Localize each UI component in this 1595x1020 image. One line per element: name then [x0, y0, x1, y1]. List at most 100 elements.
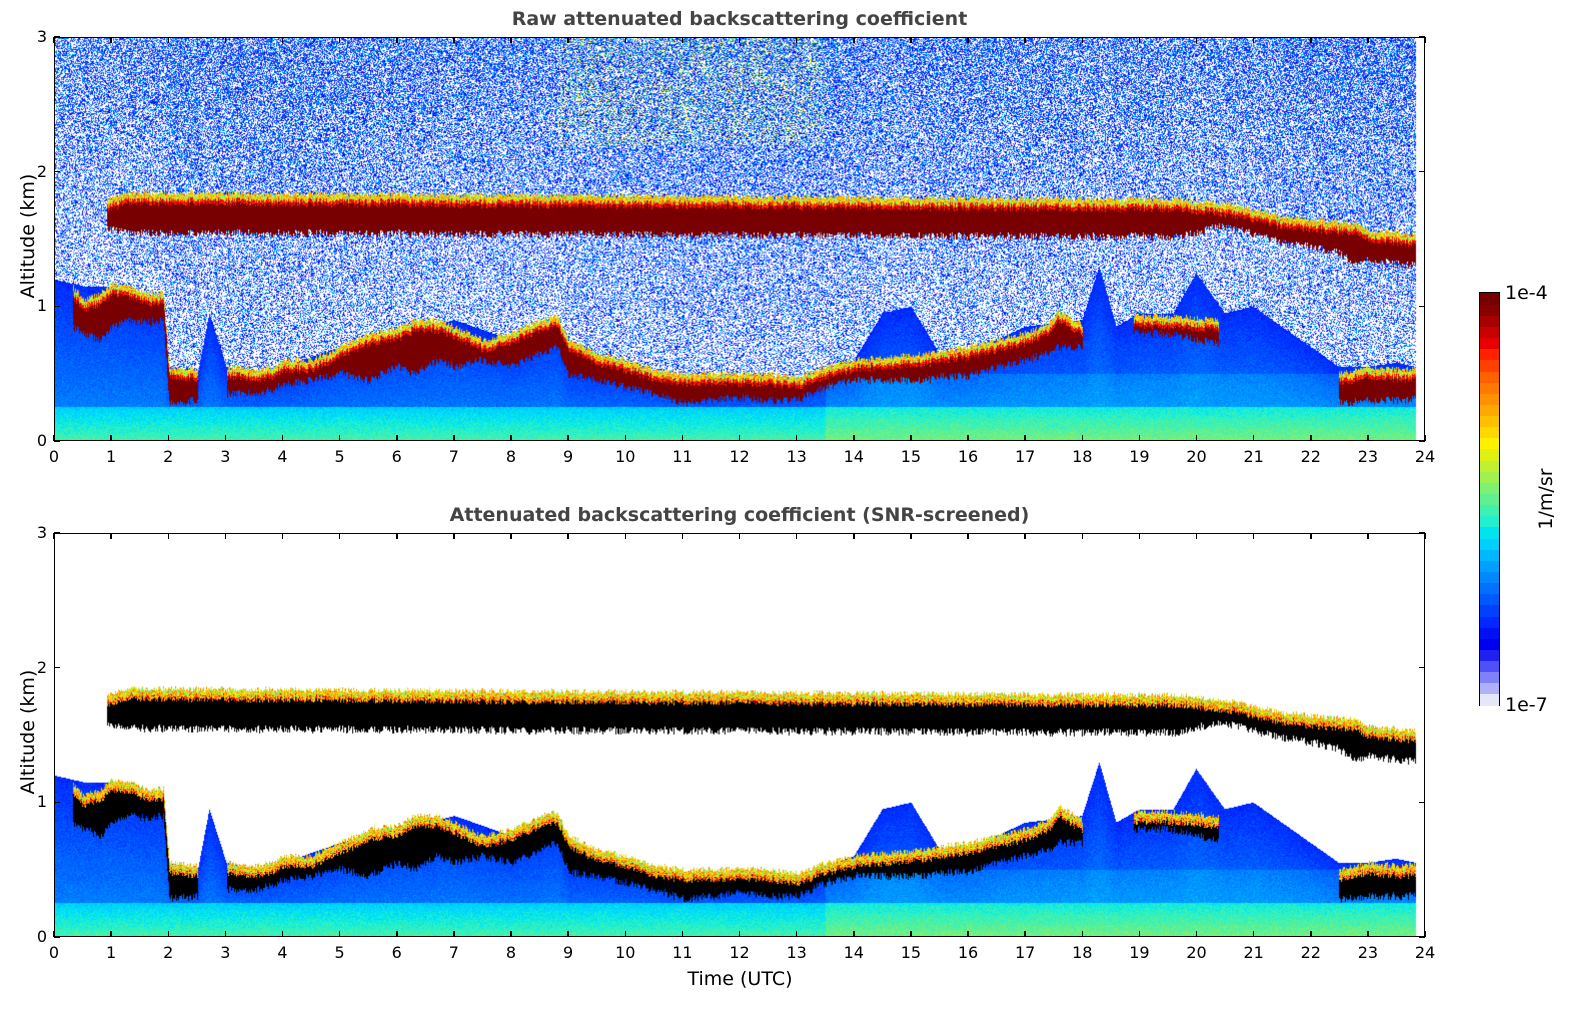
colorbar-segment — [1480, 382, 1499, 394]
xtick-mark — [53, 533, 55, 539]
xtick-mark — [1424, 533, 1426, 539]
xtick-label: 15 — [900, 447, 922, 466]
xtick-label: 9 — [563, 447, 574, 466]
xtick-mark — [281, 37, 284, 43]
xtick-label: 5 — [334, 447, 345, 466]
ytick-mark — [1419, 666, 1425, 669]
xtick-label: 20 — [1186, 943, 1207, 962]
xtick-mark — [795, 533, 798, 539]
xtick-mark — [338, 435, 341, 441]
colorbar-segment — [1480, 426, 1499, 439]
colorbar-segment — [1480, 471, 1499, 483]
colorbar-segment — [1480, 627, 1499, 639]
xtick-label: 6 — [391, 447, 402, 466]
xtick-mark — [795, 435, 798, 441]
xtick-mark — [738, 37, 741, 43]
xtick-label: 0 — [48, 943, 60, 962]
xtick-mark — [167, 533, 169, 539]
xtick-mark — [1024, 533, 1026, 539]
xtick-mark — [224, 533, 227, 539]
ytick-mark — [54, 440, 60, 442]
xtick-mark — [853, 533, 855, 539]
xtick-label: 15 — [900, 943, 922, 962]
xtick-mark — [1367, 37, 1369, 43]
xtick-label: 16 — [957, 447, 979, 466]
ytick-label: 1 — [36, 296, 47, 316]
xtick-mark — [453, 931, 455, 937]
xtick-mark — [281, 931, 284, 937]
xtick-label: 21 — [1243, 447, 1264, 466]
xtick-mark — [1252, 931, 1255, 937]
xtick-mark — [224, 37, 227, 43]
colorbar-segment — [1480, 537, 1499, 550]
xtick-mark — [1138, 435, 1141, 441]
bottom-panel-heatmap — [55, 534, 1424, 936]
colorbar-segment — [1480, 515, 1499, 528]
xtick-mark — [853, 37, 855, 43]
ytick-label: 3 — [36, 27, 47, 46]
colorbar-segment — [1480, 348, 1499, 361]
xtick-label: 3 — [220, 943, 231, 962]
xtick-mark — [1024, 435, 1026, 441]
xtick-mark — [338, 533, 341, 539]
xtick-mark — [624, 435, 626, 441]
ytick-mark — [1419, 36, 1425, 38]
xtick-mark — [738, 931, 741, 937]
xtick-label: 20 — [1186, 447, 1207, 466]
colorbar-segment — [1480, 448, 1499, 461]
xtick-label: 14 — [843, 447, 864, 466]
xtick-label: 17 — [1014, 943, 1036, 962]
xtick-mark — [910, 435, 912, 441]
xtick-mark — [853, 435, 855, 441]
colorbar-segment — [1480, 437, 1499, 450]
colorbar-segment — [1480, 582, 1499, 595]
colorbar-segment — [1480, 504, 1499, 517]
xtick-mark — [567, 435, 569, 441]
xtick-label: 1 — [106, 447, 117, 466]
colorbar-segment — [1480, 615, 1499, 628]
top-panel-heatmap — [55, 38, 1424, 440]
xtick-mark — [338, 37, 341, 43]
xtick-mark — [681, 37, 684, 43]
colorbar — [1479, 292, 1500, 706]
xtick-mark — [1081, 435, 1083, 441]
xtick-label: 7 — [448, 447, 459, 466]
xtick-label: 19 — [1129, 943, 1150, 962]
ytick-mark — [54, 936, 60, 938]
xtick-label: 22 — [1300, 943, 1321, 962]
xtick-label: 14 — [843, 943, 864, 962]
xtick-mark — [224, 435, 227, 441]
xtick-mark — [1081, 533, 1083, 539]
xtick-mark — [910, 931, 912, 937]
xtick-mark — [1424, 37, 1426, 43]
ytick-mark — [54, 305, 60, 308]
xtick-mark — [1252, 533, 1255, 539]
xtick-label: 24 — [1414, 943, 1436, 962]
xtick-mark — [567, 931, 569, 937]
xtick-mark — [1195, 931, 1198, 937]
colorbar-segment — [1480, 638, 1499, 650]
xtick-mark — [910, 37, 912, 43]
xtick-mark — [167, 931, 169, 937]
colorbar-segment — [1480, 693, 1499, 706]
ytick-label: 1 — [36, 792, 47, 812]
ytick-mark — [54, 36, 60, 38]
xtick-mark — [1310, 533, 1312, 539]
xtick-label: 5 — [334, 943, 345, 962]
xtick-mark — [1138, 931, 1141, 937]
ytick-mark — [1419, 305, 1425, 308]
colorbar-segment — [1480, 370, 1499, 383]
xtick-mark — [624, 37, 626, 43]
xtick-mark — [1195, 533, 1198, 539]
ytick-mark — [1419, 532, 1425, 534]
xtick-mark — [567, 533, 569, 539]
colorbar-segment — [1480, 593, 1499, 606]
colorbar-segment — [1480, 404, 1499, 417]
xtick-mark — [110, 435, 112, 441]
ytick-mark — [1419, 936, 1425, 938]
xtick-mark — [224, 931, 227, 937]
colorbar-min-label: 1e-7 — [1505, 694, 1548, 716]
colorbar-segment — [1480, 604, 1499, 617]
xtick-mark — [338, 931, 341, 937]
xtick-label: 19 — [1129, 447, 1150, 466]
